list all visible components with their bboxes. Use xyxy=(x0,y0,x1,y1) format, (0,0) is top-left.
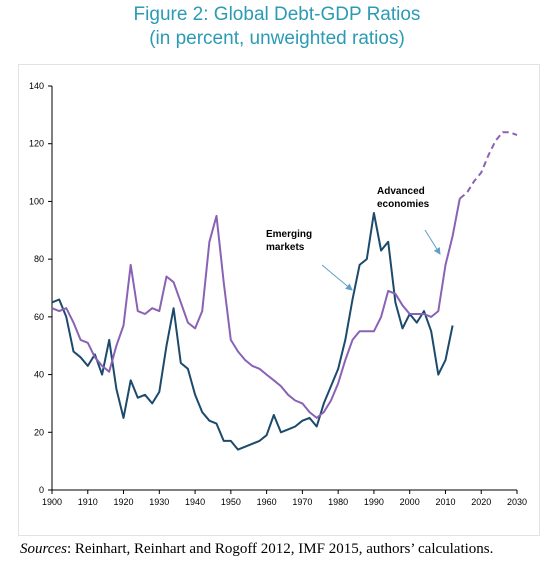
x-tick-label: 1930 xyxy=(149,497,169,507)
x-tick-label: 1920 xyxy=(114,497,134,507)
chart-subtitle: (in percent, unweighted ratios) xyxy=(149,28,405,49)
y-tick-label: 120 xyxy=(29,139,44,149)
y-tick-label: 100 xyxy=(29,196,44,206)
x-tick-label: 1960 xyxy=(257,497,277,507)
x-tick-label: 2000 xyxy=(400,497,420,507)
annotation-arrow xyxy=(424,229,441,255)
source-label: Sources xyxy=(20,541,67,557)
y-tick-label: 20 xyxy=(34,427,44,437)
chart-frame xyxy=(18,64,540,536)
source-note: Sources: Reinhart, Reinhart and Rogoff 2… xyxy=(20,540,520,558)
series-line xyxy=(51,212,454,451)
annotation: Emerging markets xyxy=(266,229,313,253)
x-tick-label: 1900 xyxy=(42,497,62,507)
x-tick-label: 1910 xyxy=(78,497,98,507)
y-tick-label: 0 xyxy=(39,485,44,495)
x-tick-label: 1940 xyxy=(185,497,205,507)
series-line xyxy=(51,198,461,419)
series-line xyxy=(459,131,518,200)
y-tick-label: 40 xyxy=(34,370,44,380)
x-tick-label: 1990 xyxy=(364,497,384,507)
chart-title: Figure 2: Global Debt-GDP Ratios xyxy=(133,4,421,25)
x-tick-label: 1950 xyxy=(221,497,241,507)
annotation: Advanced economies xyxy=(377,186,430,210)
y-tick-label: 140 xyxy=(29,81,44,91)
y-tick-label: 80 xyxy=(34,254,44,264)
annotation-arrow xyxy=(321,264,353,291)
x-tick-label: 2020 xyxy=(471,497,491,507)
x-tick-label: 2010 xyxy=(435,497,455,507)
x-tick-label: 2030 xyxy=(507,497,527,507)
x-tick-label: 1980 xyxy=(328,497,348,507)
source-text: : Reinhart, Reinhart and Rogoff 2012, IM… xyxy=(66,541,494,557)
y-tick-label: 60 xyxy=(34,312,44,322)
x-tick-label: 1970 xyxy=(292,497,312,507)
